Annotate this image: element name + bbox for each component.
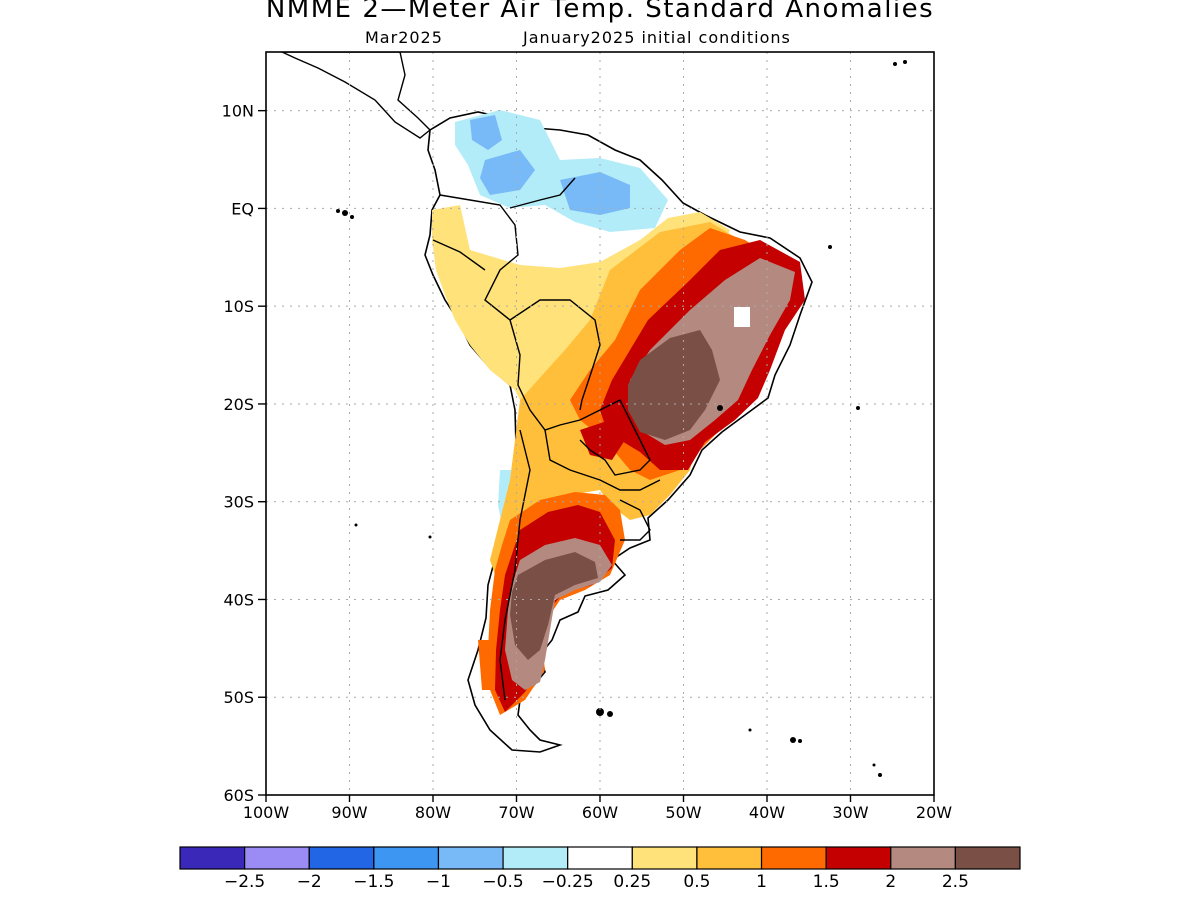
lat-label: EQ xyxy=(231,199,254,218)
colorbar: −2.5 −2 −1.5 −1 −0.5 −0.25 0.25 0.5 1 1.5 2 2.5 xyxy=(179,846,1021,892)
colorbar-swatch xyxy=(437,846,504,870)
colorbar-label: 1 xyxy=(756,872,767,892)
lon-label: 40W xyxy=(749,803,785,822)
colorbar-swatch xyxy=(631,846,698,870)
lat-label: 10S xyxy=(223,297,254,316)
longitude-axis: 100W 90W 80W 70W 60W 50W 40W 30W 20W xyxy=(243,795,952,822)
lat-label: 60S xyxy=(223,786,254,805)
colorbar-label: 1.5 xyxy=(813,872,840,892)
country-borders xyxy=(432,177,661,701)
lon-label: 90W xyxy=(331,803,367,822)
lon-label: 50W xyxy=(665,803,701,822)
colorbar-swatch xyxy=(373,846,440,870)
initial-conditions-label: January2025 initial conditions xyxy=(523,28,791,47)
colorbar-swatch xyxy=(954,846,1021,870)
colorbar-swatch xyxy=(760,846,827,870)
colorbar-label: −2.5 xyxy=(224,872,265,892)
lat-label: 40S xyxy=(223,590,254,609)
colorbar-label: −0.5 xyxy=(482,872,523,892)
lat-label: 30S xyxy=(223,493,254,512)
lon-label: 20W xyxy=(916,803,952,822)
forecast-month: Mar2025 xyxy=(365,28,443,47)
colorbar-swatch xyxy=(696,846,763,870)
colorbar-swatch xyxy=(244,846,310,870)
lat-label: 10N xyxy=(222,102,254,121)
colorbar-swatch xyxy=(890,846,956,870)
colorbar-label: 2 xyxy=(885,872,896,892)
colorbar-label: −2 xyxy=(297,872,322,892)
colorbar-swatch xyxy=(502,846,569,870)
islands xyxy=(336,60,907,777)
colorbar-label: 2.5 xyxy=(942,872,969,892)
map-content xyxy=(266,52,934,795)
lat-label: 20S xyxy=(223,395,254,414)
lon-label: 100W xyxy=(243,803,290,822)
map-title: NMME 2—Meter Air Temp. Standard Anomalie… xyxy=(265,0,935,24)
lat-label: 50S xyxy=(223,688,254,707)
colorbar-swatch xyxy=(179,846,246,870)
colorbar-label: −1 xyxy=(426,872,451,892)
colorbar-label: −1.5 xyxy=(353,872,394,892)
colorbar-swatch xyxy=(825,846,892,870)
lon-label: 60W xyxy=(582,803,618,822)
colorbar-label: 0.5 xyxy=(683,872,710,892)
lon-label: 70W xyxy=(498,803,534,822)
central-america xyxy=(281,52,432,139)
colorbar-swatch xyxy=(567,846,633,870)
latitude-axis: 10N EQ 10S 20S 30S 40S 50S 60S xyxy=(222,102,266,805)
colorbar-swatch xyxy=(308,846,375,870)
lon-label: 80W xyxy=(415,803,451,822)
colorbar-label: 0.25 xyxy=(613,872,651,892)
colorbar-label: −0.25 xyxy=(542,872,594,892)
lon-label: 30W xyxy=(832,803,868,822)
